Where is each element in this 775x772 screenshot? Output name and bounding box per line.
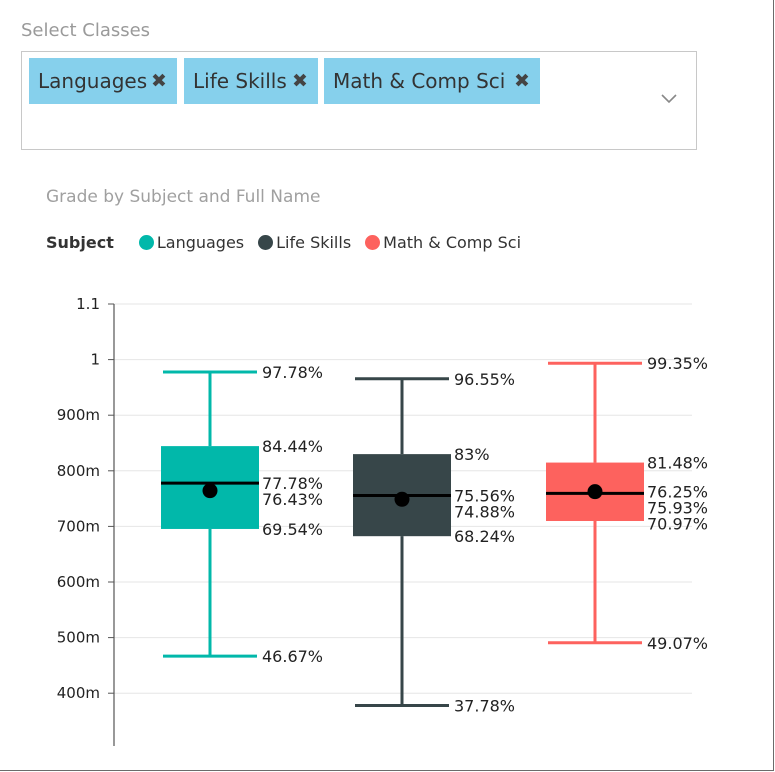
close-icon[interactable]: ✖ — [514, 70, 530, 92]
value-label-min: 49.07% — [647, 634, 708, 653]
value-label-mean: 74.88% — [454, 502, 515, 521]
chip-label: Languages — [38, 69, 148, 93]
legend-marker — [138, 234, 154, 250]
mean-dot-life-skills — [394, 491, 410, 507]
value-label-q3: 81.48% — [647, 454, 708, 473]
chip-life-skills: Life Skills ✖ — [184, 58, 318, 104]
value-label-min: 37.78% — [454, 697, 515, 716]
legend-marker — [365, 234, 381, 250]
chip-math-comp-sci: Math & Comp Sci ✖ — [324, 58, 540, 104]
chevron-down-icon[interactable] — [660, 92, 678, 106]
chip-label: Math & Comp Sci — [333, 69, 506, 93]
y-tick-label: 500m — [57, 629, 100, 647]
chip-languages: Languages ✖ — [29, 58, 177, 104]
value-label-q3: 84.44% — [262, 437, 323, 456]
y-tick-label: 1.1 — [76, 295, 100, 313]
y-tick-label: 900m — [57, 406, 100, 424]
y-tick-label: 600m — [57, 573, 100, 591]
value-label-q1: 69.54% — [262, 520, 323, 539]
legend-marker — [258, 234, 274, 250]
value-label-min: 46.67% — [262, 647, 323, 666]
chip-label: Life Skills — [193, 69, 287, 93]
legend-item-math-comp-sci[interactable]: Math & Comp Sci — [365, 233, 521, 252]
mean-dot-math-comp-sci — [587, 484, 603, 500]
select-classes-label: Select Classes — [21, 20, 151, 41]
chart-title: Grade by Subject and Full Name — [46, 187, 321, 207]
value-label-max: 96.55% — [454, 370, 515, 389]
close-icon[interactable]: ✖ — [292, 70, 308, 92]
close-icon[interactable]: ✖ — [151, 70, 167, 92]
legend-label: Math & Comp Sci — [383, 232, 522, 252]
mean-dot-languages — [202, 483, 218, 499]
value-label-q3: 83% — [454, 445, 490, 464]
y-tick-label: 400m — [57, 684, 100, 702]
value-label-max: 97.78% — [262, 363, 323, 382]
legend-item-life-skills[interactable]: Life Skills — [258, 233, 351, 252]
value-label-median: 75.93% — [647, 499, 708, 518]
y-tick-label: 800m — [57, 462, 100, 480]
value-label-q1: 70.97% — [647, 515, 708, 534]
value-label-median: 77.78% — [262, 474, 323, 493]
legend-item-languages[interactable]: Languages — [138, 232, 245, 252]
class-multiselect[interactable]: Languages ✖ Life Skills ✖ Math & Comp Sc… — [21, 51, 697, 150]
y-tick-label: 700m — [57, 517, 100, 535]
value-label-mean: 76.25% — [647, 483, 708, 502]
legend-label: Life Skills — [276, 232, 352, 252]
value-label-max: 99.35% — [647, 354, 708, 373]
chart-legend: Subject Languages Life Skills Math & Com… — [46, 231, 535, 253]
legend-title: Subject — [46, 232, 114, 252]
value-label-mean: 76.43% — [262, 490, 323, 509]
value-label-median: 75.56% — [454, 486, 515, 505]
y-tick-label: 1 — [90, 351, 100, 369]
legend-label: Languages — [156, 232, 245, 252]
box-plot: 1.1 1 900m 800m 700m 600m 500m 400m 97.78% 84.44%… — [57, 295, 708, 746]
value-label-q1: 68.24% — [454, 527, 515, 546]
